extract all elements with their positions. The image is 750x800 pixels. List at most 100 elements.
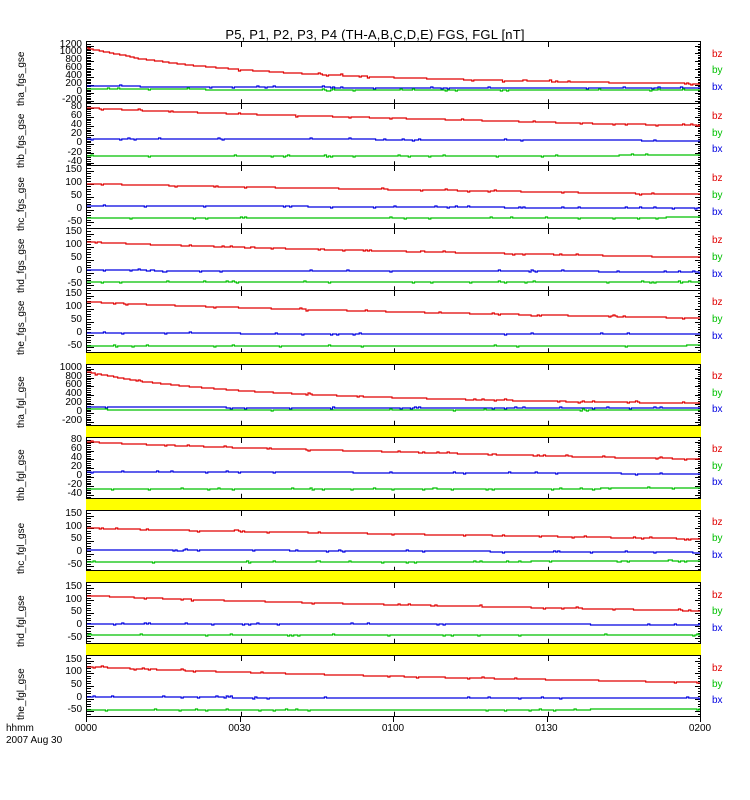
y-tick-label: 150 (65, 164, 82, 176)
y-tick-label: -50 (67, 558, 82, 570)
legend-by-thb_fgs_gse: by (712, 127, 723, 139)
y-tick-label: 400 (65, 70, 82, 82)
trace-by (87, 267, 700, 274)
plot-panel-thb_fgs_gse[interactable] (86, 103, 701, 167)
trace-by (87, 137, 700, 142)
x-tick-mark (393, 717, 394, 722)
y-axis-label-thd_fgl_gse: thd_fgl_gse (16, 595, 27, 647)
y-tick-label: 0 (76, 618, 82, 630)
x-tick-label: 0200 (688, 723, 712, 734)
plot-panel-the_fgs_gse[interactable] (86, 289, 701, 353)
x-tick-mark (86, 717, 87, 722)
legend-bx-thc_fgs_gse: bx (712, 206, 723, 218)
trace-bx (87, 279, 700, 284)
legend-by-tha_fgl_gse: by (712, 387, 723, 399)
panel-separator-band (86, 497, 701, 510)
x-axis-date-label: 2007 Aug 30 (6, 735, 63, 746)
plot-panel-thc_fgl_gse[interactable] (86, 509, 701, 572)
trace-by (87, 622, 700, 626)
legend-bz-thb_fgs_gse: bz (712, 110, 723, 122)
y-tick-label: 600 (65, 62, 82, 74)
trace-by (87, 695, 700, 700)
trace-bx (87, 153, 700, 158)
y-axis-label-thc_fgs_gse: thc_fgs_gse (16, 176, 27, 231)
plot-panel-tha_fgl_gse[interactable] (86, 364, 701, 426)
y-tick-label: 800 (65, 370, 82, 382)
trace-by (87, 470, 700, 476)
panel-separator-band (86, 352, 701, 364)
x-tick-mark (547, 717, 548, 722)
legend-bz-tha_fgs_gse: bz (712, 48, 723, 60)
y-tick-label: -200 (61, 415, 82, 427)
y-tick-label: 150 (65, 653, 82, 665)
y-tick-label: 50 (70, 252, 82, 264)
y-tick-label: 20 (70, 128, 82, 140)
x-tick-mark (700, 717, 701, 722)
y-tick-label: 800 (65, 54, 82, 66)
y-axis-label-thd_fgs_gse: thd_fgs_gse (16, 238, 27, 293)
trace-bz (87, 595, 700, 612)
y-tick-label: 60 (70, 443, 82, 455)
legend-bz-thd_fgs_gse: bz (712, 235, 723, 247)
legend-bx-tha_fgs_gse: bx (712, 82, 723, 94)
y-tick-label: 50 (70, 606, 82, 618)
x-tick-label: 0100 (381, 723, 405, 734)
y-tick-label: 0 (76, 137, 82, 149)
trace-bz (87, 665, 700, 684)
plot-panel-thd_fgs_gse[interactable] (86, 227, 701, 291)
legend-bz-thc_fgl_gse: bz (712, 516, 723, 528)
y-tick-label: 600 (65, 379, 82, 391)
legend-bz-thc_fgs_gse: bz (712, 173, 723, 185)
legend-bx-thb_fgs_gse: bx (712, 144, 723, 156)
trace-bz (87, 183, 700, 196)
y-tick-label: 100 (65, 177, 82, 189)
y-tick-label: 100 (65, 239, 82, 251)
trace-bx (87, 87, 700, 92)
legend-bz-the_fgs_gse: bz (712, 297, 723, 309)
legend-bx-thb_fgl_gse: bx (712, 477, 723, 488)
y-tick-label: 100 (65, 593, 82, 605)
y-axis-label-the_fgl_gse: the_fgl_gse (16, 667, 27, 720)
y-tick-label: 50 (70, 314, 82, 326)
x-tick-label: 0130 (535, 723, 558, 734)
y-axis-label-thb_fgs_gse: thb_fgs_gse (16, 113, 27, 169)
plot-panel-tha_fgs_gse[interactable] (86, 41, 701, 105)
page-title: P5, P1, P2, P3, P4 (TH-A,B,C,D,E) FGS, F… (225, 27, 525, 42)
y-tick-label: 0 (76, 265, 82, 277)
y-tick-label: -40 (67, 155, 82, 167)
y-tick-label: 200 (65, 77, 82, 89)
y-tick-label: 100 (65, 666, 82, 678)
legend-bx-thc_fgl_gse: bx (712, 549, 723, 561)
y-tick-label: 80 (70, 100, 82, 112)
panel-separator-band (86, 643, 701, 656)
plot-panel-thb_fgl_gse[interactable] (86, 436, 701, 499)
trace-bz (87, 240, 700, 258)
y-tick-label: 150 (65, 580, 82, 592)
legend-by-thb_fgl_gse: by (712, 460, 723, 472)
y-tick-label: 1000 (59, 46, 82, 58)
legend-by-the_fgl_gse: by (712, 678, 723, 690)
legend-bx-tha_fgl_gse: bx (712, 404, 723, 416)
y-tick-label: 150 (65, 288, 82, 300)
plot-panel-thc_fgs_gse[interactable] (86, 165, 701, 229)
y-tick-label: 0 (76, 85, 82, 97)
plot-panel-thd_fgl_gse[interactable] (86, 582, 701, 645)
y-tick-label: -50 (67, 340, 82, 352)
legend-bz-thb_fgl_gse: bz (712, 444, 723, 456)
plot-panel-the_fgl_gse[interactable] (86, 655, 701, 717)
y-tick-label: 40 (70, 452, 82, 464)
trace-by (87, 406, 700, 410)
trace-by (87, 547, 700, 554)
legend-by-thc_fgl_gse: by (712, 533, 723, 545)
y-axis-label-tha_fgs_gse: tha_fgs_gse (16, 51, 27, 107)
y-tick-label: -50 (67, 215, 82, 227)
legend-bz-tha_fgl_gse: bz (712, 371, 723, 383)
trace-bz (87, 47, 700, 86)
trace-bx (87, 558, 700, 564)
y-axis-label-thb_fgl_gse: thb_fgl_gse (16, 449, 27, 502)
y-tick-label: 50 (70, 189, 82, 201)
legend-bz-the_fgl_gse: bz (712, 662, 723, 674)
trace-by (87, 204, 700, 210)
legend-by-thd_fgs_gse: by (712, 252, 723, 264)
